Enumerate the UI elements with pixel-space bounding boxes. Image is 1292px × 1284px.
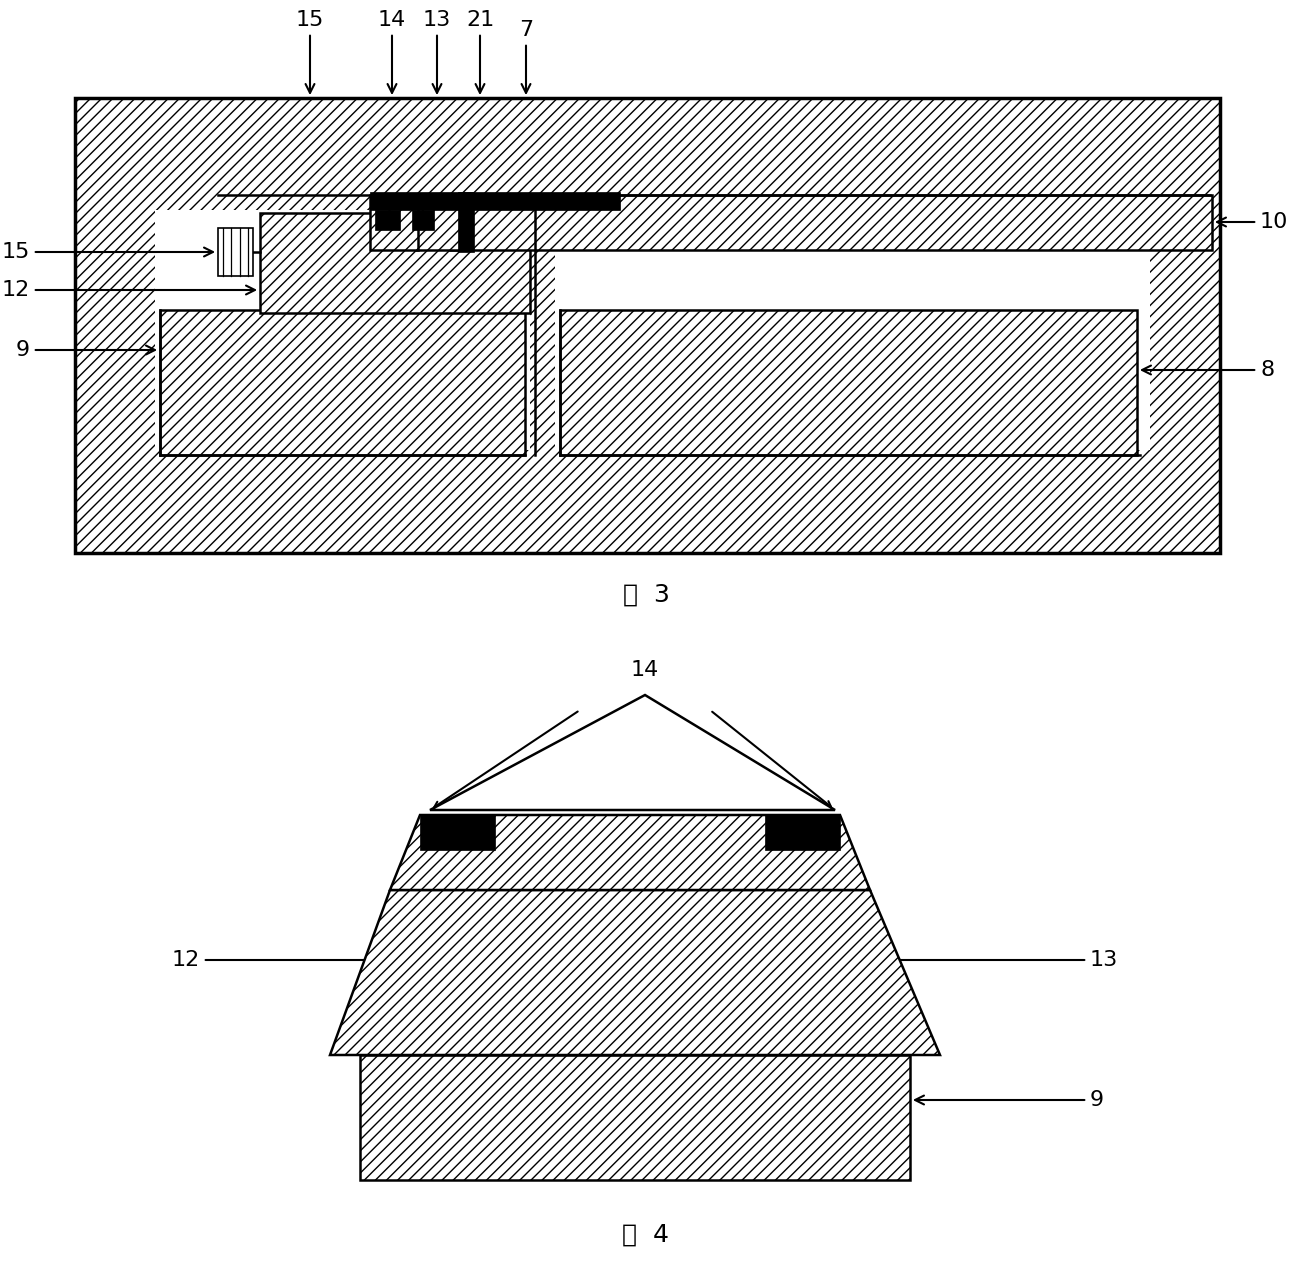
Text: 12: 12 — [1, 280, 255, 300]
Bar — [155, 211, 530, 449]
Text: 15: 15 — [1, 241, 213, 262]
Text: 9: 9 — [16, 340, 155, 360]
Bar — [75, 98, 1220, 553]
Bar — [556, 211, 1150, 449]
Bar — [218, 229, 253, 276]
Polygon shape — [430, 695, 835, 810]
Bar — [160, 309, 525, 455]
Bar — [370, 195, 419, 250]
Text: 14: 14 — [377, 10, 406, 92]
Text: 12: 12 — [172, 950, 385, 969]
Text: 15: 15 — [296, 10, 324, 92]
Text: 21: 21 — [466, 10, 494, 92]
Text: 10: 10 — [1217, 212, 1288, 232]
Bar — [420, 815, 495, 850]
Bar — [412, 211, 434, 230]
Polygon shape — [390, 815, 870, 890]
Text: 8: 8 — [1142, 360, 1274, 380]
Bar — [360, 1055, 910, 1180]
Text: 7: 7 — [519, 21, 534, 92]
Bar — [370, 193, 620, 211]
Text: 图  3: 图 3 — [623, 583, 669, 607]
Text: 13: 13 — [422, 10, 451, 92]
Bar — [559, 309, 1137, 455]
Bar — [260, 213, 530, 313]
Bar — [375, 211, 401, 230]
Text: 图  4: 图 4 — [623, 1222, 669, 1247]
Text: 9: 9 — [915, 1090, 1105, 1109]
Bar — [450, 195, 1212, 250]
Bar — [457, 193, 474, 252]
Bar — [415, 195, 465, 250]
Text: 14: 14 — [630, 660, 659, 681]
Bar — [765, 815, 840, 850]
Polygon shape — [329, 890, 941, 1055]
Text: 13: 13 — [875, 950, 1119, 969]
